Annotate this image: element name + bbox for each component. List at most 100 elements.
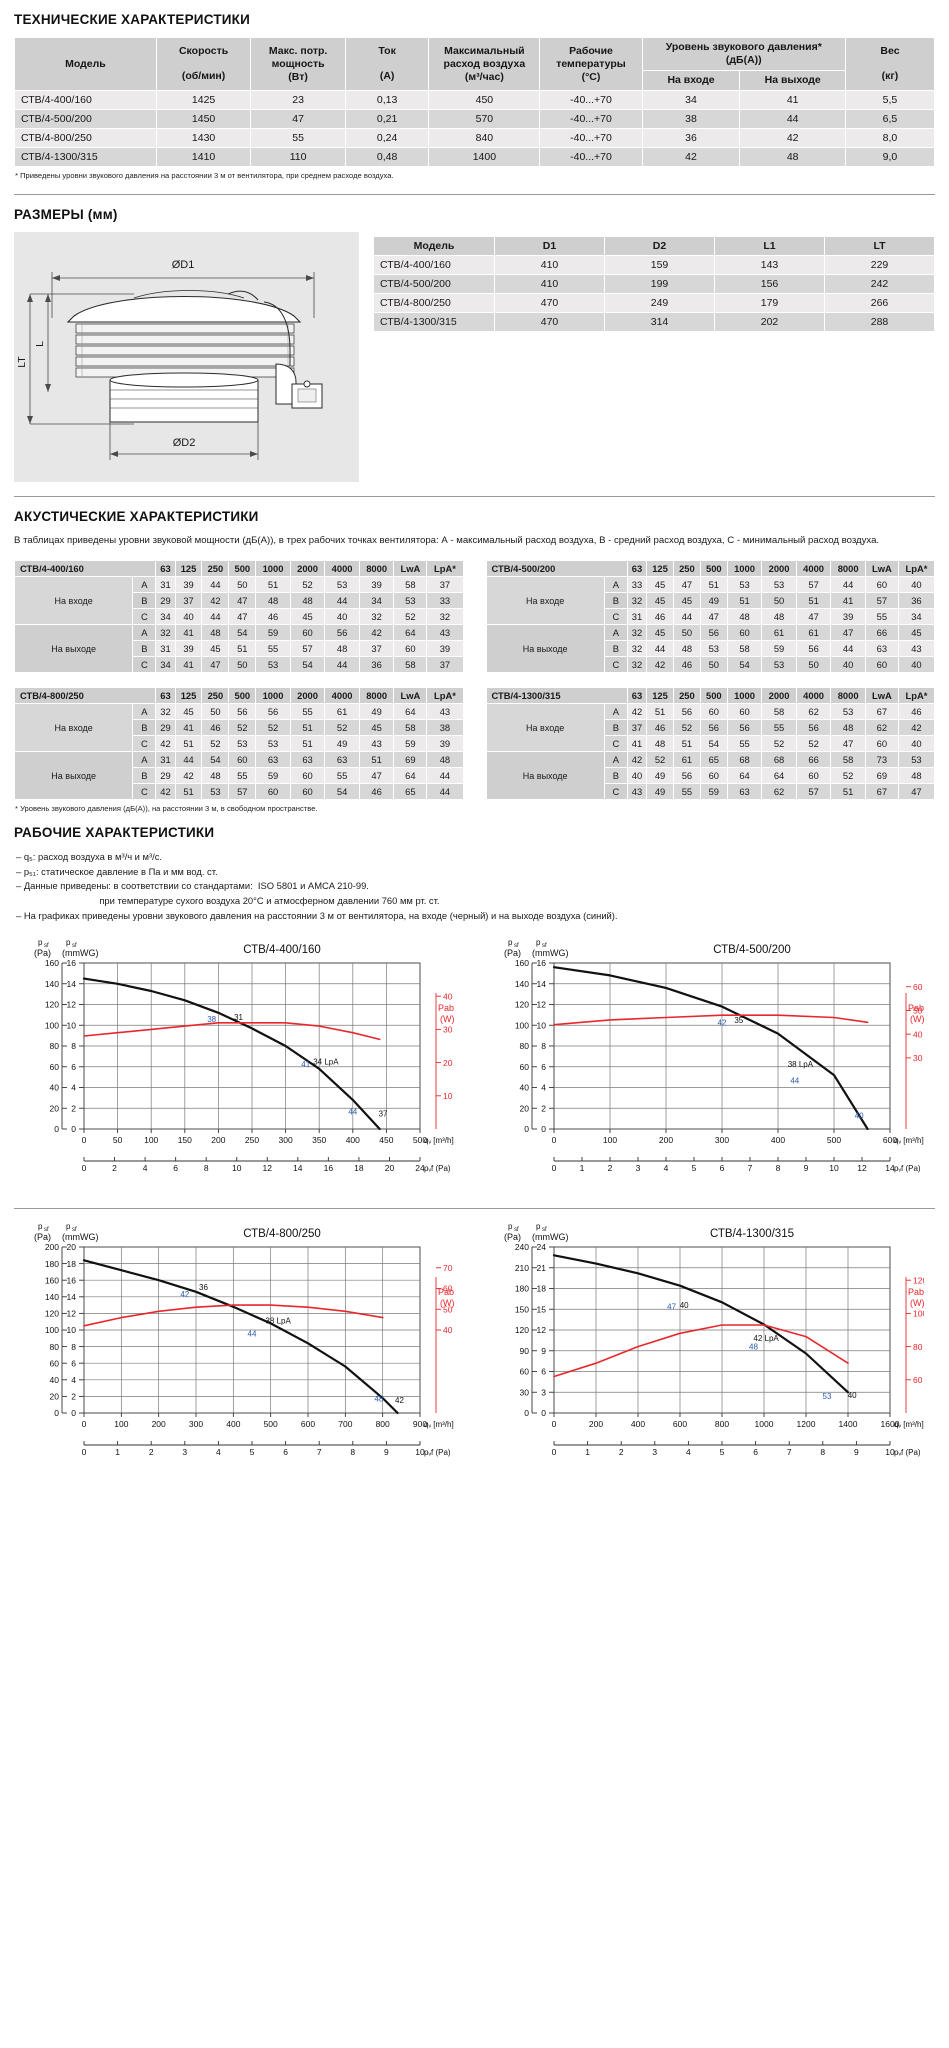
cell-temp: -40...+70 — [540, 110, 642, 129]
acoustic-cell: 32 — [627, 641, 647, 657]
chart-annotation: 38 — [207, 1015, 216, 1024]
acoustic-cell: 62 — [762, 784, 796, 800]
ticklabel-mmwg: 16 — [536, 958, 546, 968]
acoustic-cell: 60 — [290, 768, 325, 784]
ticklabel-x: 300 — [279, 1135, 293, 1145]
acoustic-cell: 54 — [290, 657, 325, 673]
ticklabel-mmwg: 2 — [71, 1104, 76, 1114]
table-row: C 43 49 55 59 63 62 57 51 67 47 — [487, 784, 934, 800]
series-p-sf — [552, 966, 869, 1131]
acoustic-point: B — [133, 720, 156, 736]
acoustic-model-label: СТВ/4-400/160 — [15, 561, 156, 577]
acoustic-cell: 33 — [627, 577, 647, 593]
fan-drawing-svg: ØD1 LT L — [16, 259, 323, 461]
dim-cell: 314 — [605, 313, 714, 332]
acoustic-cell: 55 — [256, 641, 290, 657]
acoustic-cell: 64 — [394, 768, 427, 784]
acoustic-cell: 66 — [796, 752, 831, 768]
acoustic-cell: 57 — [229, 784, 256, 800]
acoustic-cell: 53 — [229, 736, 256, 752]
chart-annotation: 48 — [749, 1343, 758, 1352]
acoustic-cell: 44 — [647, 641, 673, 657]
performance-note: при температуре сухого воздуха 20°С и ат… — [16, 895, 440, 907]
acoustic-cell: 43 — [627, 784, 647, 800]
axis-mmwg-unit: (mmWG) — [532, 1232, 568, 1242]
acoustic-th-1000: 1000 — [727, 688, 762, 704]
acoustic-cell: 53 — [394, 593, 427, 609]
axis-psf-sub: sf — [514, 1227, 519, 1233]
th-spl: Уровень звукового давления* (дБ(А)) — [642, 38, 845, 71]
acoustic-th-125: 125 — [175, 561, 202, 577]
acoustic-th-4000: 4000 — [325, 688, 359, 704]
acoustic-cell: 60 — [865, 736, 898, 752]
ticklabel-pd: 4 — [663, 1163, 668, 1173]
cell-current: 0,24 — [345, 129, 429, 148]
table-row: На входе A 32 45 50 56 56 55 61 49 64 43 — [15, 704, 463, 752]
ticklabel-pa: 120 — [514, 1000, 528, 1010]
acoustic-cell: 51 — [673, 736, 700, 752]
acoustic-cell: 52 — [256, 720, 290, 736]
ticklabel-mmwg: 16 — [67, 1276, 77, 1286]
acoustic-cell: 53 — [256, 736, 290, 752]
ticklabel-pa: 140 — [45, 1292, 59, 1302]
table-row: C 31 46 44 47 48 48 47 39 55 34 — [487, 609, 934, 625]
acoustic-cell: 62 — [865, 720, 898, 736]
cell-spl-out: 44 — [740, 110, 845, 129]
dim-cell: 242 — [825, 275, 934, 294]
xaxis-label: qᵥ [m³/h] — [424, 1136, 454, 1145]
acoustic-cell: 57 — [796, 577, 831, 593]
ticklabel-x: 0 — [551, 1419, 556, 1429]
ticklabel-pa: 140 — [45, 979, 59, 989]
acoustic-cell: 59 — [256, 625, 290, 641]
acoustic-cell: 36 — [359, 657, 394, 673]
cell-spl-in: 36 — [642, 129, 740, 148]
ticklabel-x: 600 — [301, 1419, 315, 1429]
acoustic-side-label: На выходе — [486, 752, 604, 800]
acoustic-th-1000: 1000 — [256, 561, 290, 577]
acoustic-cell: 48 — [202, 768, 229, 784]
table-row: B 32 45 45 49 51 50 51 41 57 36 — [487, 593, 934, 609]
acoustic-table: СТВ/4-1300/315 63 125 250 500 1000 2000 4000 800… — [486, 687, 936, 800]
table-row: B 29 41 46 52 52 51 52 45 58 38 — [15, 720, 463, 736]
ticklabel-pd: 12 — [857, 1163, 867, 1173]
ticklabel-pd: 1 — [115, 1447, 120, 1457]
dim-cell: 266 — [825, 294, 934, 313]
ticklabel-pd: 24 — [415, 1163, 425, 1173]
table-row: C 32 42 46 50 54 53 50 40 60 40 — [487, 657, 934, 673]
acoustic-cell: 64 — [394, 704, 427, 720]
th-speed-text: Скорость — [178, 45, 229, 58]
ticklabel-pd: 2 — [149, 1447, 154, 1457]
ticklabel-pa: 80 — [50, 1041, 60, 1051]
acoustic-cell: 42 — [156, 784, 175, 800]
ticklabel-mmwg: 10 — [536, 1021, 546, 1031]
acoustic-cell: 51 — [175, 736, 202, 752]
ticklabel-pa: 40 — [50, 1375, 60, 1385]
acoustic-cell: 48 — [256, 593, 290, 609]
ticklabel-mmwg: 0 — [541, 1124, 546, 1134]
acoustic-th-63: 63 — [627, 688, 647, 704]
axis-pa-unit: (Pa) — [504, 1232, 521, 1242]
acoustic-cell: 54 — [202, 752, 229, 768]
ticklabel-x: 400 — [226, 1419, 240, 1429]
cell-airflow: 450 — [429, 91, 540, 110]
ticklabel-pa: 80 — [519, 1041, 529, 1051]
acoustic-cell: 48 — [647, 736, 673, 752]
acoustic-cell: 60 — [865, 577, 898, 593]
acoustic-cell: 68 — [727, 752, 762, 768]
series-Pabs — [552, 1324, 849, 1378]
ticklabel-x: 600 — [672, 1419, 686, 1429]
acoustic-point: B — [604, 641, 627, 657]
chart-annotation: 40 — [854, 1112, 863, 1121]
ticklabel-x: 500 — [264, 1419, 278, 1429]
ticklabel-mmwg: 14 — [67, 979, 77, 989]
acoustic-th-4000: 4000 — [325, 561, 359, 577]
acoustic-cell: 42 — [156, 736, 175, 752]
acoustic-cell: 53 — [831, 704, 865, 720]
divider-acoustic — [14, 496, 935, 498]
acoustic-th-lpa*: LpA* — [898, 561, 934, 577]
ticklabel-pabs: 20 — [443, 1058, 453, 1068]
xaxis-label: qᵥ [m³/h] — [894, 1420, 924, 1429]
acoustic-cell: 41 — [175, 720, 202, 736]
axis-pa-unit: (Pa) — [504, 948, 521, 958]
